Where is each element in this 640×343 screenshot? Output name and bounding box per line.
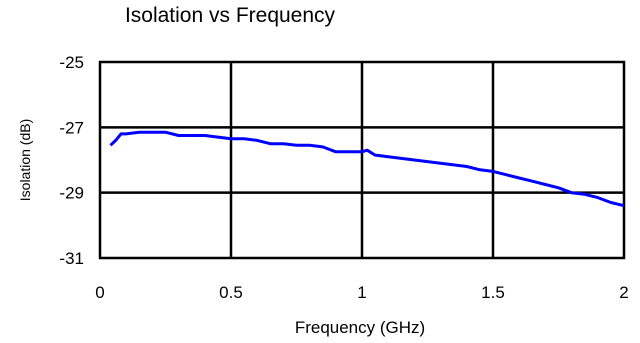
- x-tick-label: 0: [95, 283, 104, 302]
- x-tick-labels: 0 0.5 1 1.5 2: [95, 283, 628, 302]
- y-axis-label: Isolation (dB): [17, 119, 33, 201]
- x-tick-label: 0.5: [219, 283, 243, 302]
- plot-area: [98, 60, 626, 260]
- y-tick-label: -25: [59, 53, 84, 72]
- y-tick-labels: -25 -27 -29 -31: [59, 53, 84, 268]
- chart-title: Isolation vs Frequency: [125, 4, 336, 27]
- y-tick-label: -29: [59, 184, 84, 203]
- x-tick-label: 1: [357, 283, 366, 302]
- x-tick-label: 2: [619, 283, 628, 302]
- y-tick-label: -31: [59, 249, 84, 268]
- x-axis-label: Frequency (GHz): [295, 318, 425, 337]
- isolation-series-line: [109, 130, 625, 208]
- y-tick-label: -27: [59, 118, 84, 137]
- x-tick-label: 1.5: [481, 283, 505, 302]
- gridlines: [100, 62, 624, 258]
